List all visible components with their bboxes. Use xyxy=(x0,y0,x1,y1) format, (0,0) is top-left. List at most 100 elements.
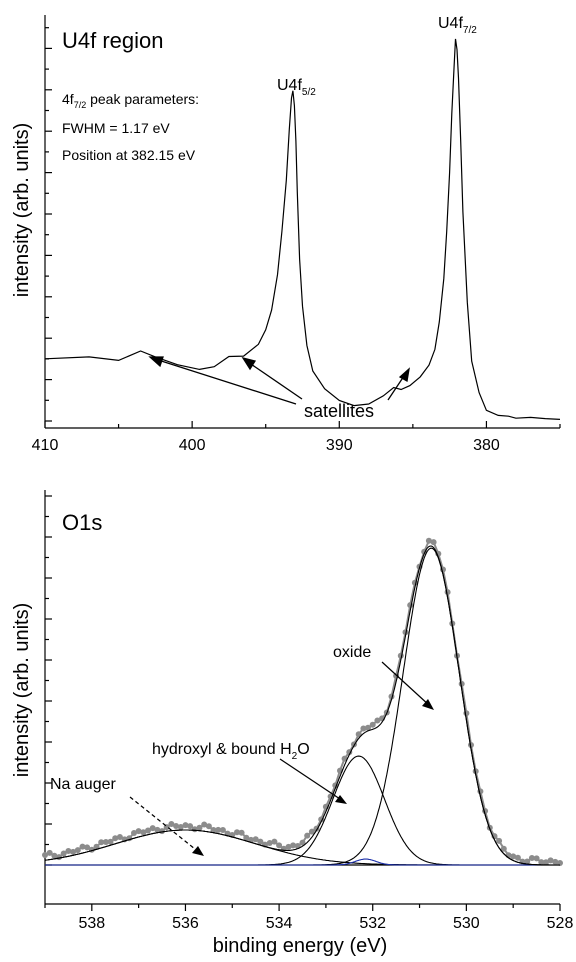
o1s-data-point xyxy=(533,855,540,862)
o1s-data-point xyxy=(500,845,507,852)
o1s-data-point xyxy=(552,858,559,865)
o1s-data-point xyxy=(369,721,376,728)
oxide-component xyxy=(45,547,560,866)
o1s-data-point xyxy=(543,859,549,866)
o1s-data-point xyxy=(42,852,48,858)
o1s-data-point xyxy=(402,629,409,636)
o1s-data-point xyxy=(524,858,531,865)
u4f-panel: 410 400 390 380 U4f region intensity (arb. … xyxy=(11,15,561,454)
o1s-data-point xyxy=(496,837,503,844)
satellite-arrow-1 xyxy=(154,358,297,405)
o1s-data-point xyxy=(355,731,362,738)
o1s-y-label: intensity (arb. units) xyxy=(11,603,33,778)
o1s-data-point xyxy=(308,828,315,835)
o1s-data-point xyxy=(257,838,264,845)
o1s-data-point xyxy=(201,821,208,828)
o1s-data-point xyxy=(84,844,91,851)
o1s-x-label: binding energy (eV) xyxy=(213,935,388,957)
o1s-data-points xyxy=(42,537,563,866)
o1s-data-point xyxy=(299,839,306,846)
o1s-data-point xyxy=(243,834,250,841)
hydroxyl-arrow-head xyxy=(335,795,347,804)
o1s-data-point xyxy=(131,830,137,836)
o1s-data-point xyxy=(430,539,437,546)
o1s-fit-envelope xyxy=(44,545,560,866)
o1s-data-point xyxy=(154,826,161,833)
o1s-data-point xyxy=(46,849,53,856)
u4f52-label: U4f5/2 xyxy=(277,77,316,98)
o1s-data-point xyxy=(210,827,217,833)
satellite-arrow-1-head xyxy=(148,356,164,368)
o1s-data-point xyxy=(79,843,86,850)
o1s-data-point xyxy=(149,825,156,832)
peak-params-position: Position at 382.15 eV xyxy=(62,147,196,163)
o1s-data-point xyxy=(365,724,371,731)
o1s-data-point xyxy=(219,827,226,833)
u4f-title: U4f region xyxy=(62,28,164,53)
o1s-envelope-line xyxy=(44,539,561,864)
satellite-arrow-2 xyxy=(247,361,303,400)
o1s-data-point xyxy=(271,838,278,845)
u4f72-label: U4f7/2 xyxy=(438,15,477,36)
o1s-data-point xyxy=(252,836,259,843)
o1s-data-point xyxy=(234,829,240,836)
o1s-data-point xyxy=(425,537,432,544)
oxide-arrow xyxy=(381,661,431,707)
hydroxyl-arrow xyxy=(279,758,344,802)
hydroxyl-label: hydroxyl & bound H2O xyxy=(152,741,310,762)
u4f-x-tick-label: 400 xyxy=(179,437,206,454)
o1s-data-point xyxy=(276,842,283,849)
o1s-data-point xyxy=(266,840,273,846)
o1s-data-point xyxy=(285,843,292,850)
o1s-data-point xyxy=(538,859,545,866)
o1s-data-point xyxy=(168,821,175,827)
na-auger-arrow-head xyxy=(192,846,204,856)
o1s-data-point xyxy=(463,710,470,717)
o1s-data-point xyxy=(98,839,105,846)
o1s-data-point xyxy=(205,823,212,830)
o1s-data-point xyxy=(140,829,147,836)
o1s-data-point xyxy=(93,843,100,850)
satellite-arrow-3-head xyxy=(398,367,410,383)
o1s-data-point xyxy=(107,838,114,845)
satellite-arrows xyxy=(148,356,410,405)
o1s-data-point xyxy=(65,848,72,854)
o1s-data-point xyxy=(173,823,180,829)
satellites-label: satellites xyxy=(304,401,374,421)
o1s-data-point xyxy=(444,589,451,596)
peak-params-fwhm: FWHM = 1.17 eV xyxy=(62,120,170,136)
peak-params-title: 4f7/2 peak parameters: xyxy=(62,91,199,110)
o1s-data-point xyxy=(360,725,367,732)
o1s-x-tick-label: 532 xyxy=(359,915,386,932)
o1s-data-point xyxy=(196,824,203,831)
o1s-data-point xyxy=(215,826,222,833)
o1s-data-point xyxy=(514,854,521,861)
o1s-data-point xyxy=(547,857,554,864)
o1s-data-point xyxy=(60,850,67,857)
o1s-data-point xyxy=(468,742,474,748)
na-auger-label: Na auger xyxy=(50,776,116,793)
o1s-data-point xyxy=(327,793,334,800)
o1s-x-ticks: 538 536 534 532 530 528 xyxy=(44,904,574,932)
o1s-data-point xyxy=(290,842,297,849)
o1s-data-point xyxy=(304,832,311,839)
o1s-data-point xyxy=(177,824,184,830)
o1s-data-point xyxy=(238,829,245,836)
u4f-x-tick-label: 410 xyxy=(32,437,59,454)
o1s-data-point xyxy=(341,755,348,762)
u4f-x-ticks: 410 400 390 380 xyxy=(32,421,561,454)
u4f-spectrum-line xyxy=(44,38,561,420)
o1s-x-tick-label: 528 xyxy=(547,915,574,932)
o1s-title: O1s xyxy=(62,510,102,535)
o1s-data-point xyxy=(112,835,119,842)
o1s-data-point xyxy=(510,853,517,860)
o1s-x-tick-label: 534 xyxy=(266,915,293,932)
u4f-y-ticks xyxy=(45,27,52,422)
o1s-data-point xyxy=(102,839,109,845)
oxide-arrow-head xyxy=(422,699,434,710)
o1s-data-point xyxy=(472,768,479,775)
u4f-x-tick-label: 380 xyxy=(473,437,500,454)
o1s-data-point xyxy=(145,827,151,834)
o1s-x-tick-label: 536 xyxy=(172,915,199,932)
